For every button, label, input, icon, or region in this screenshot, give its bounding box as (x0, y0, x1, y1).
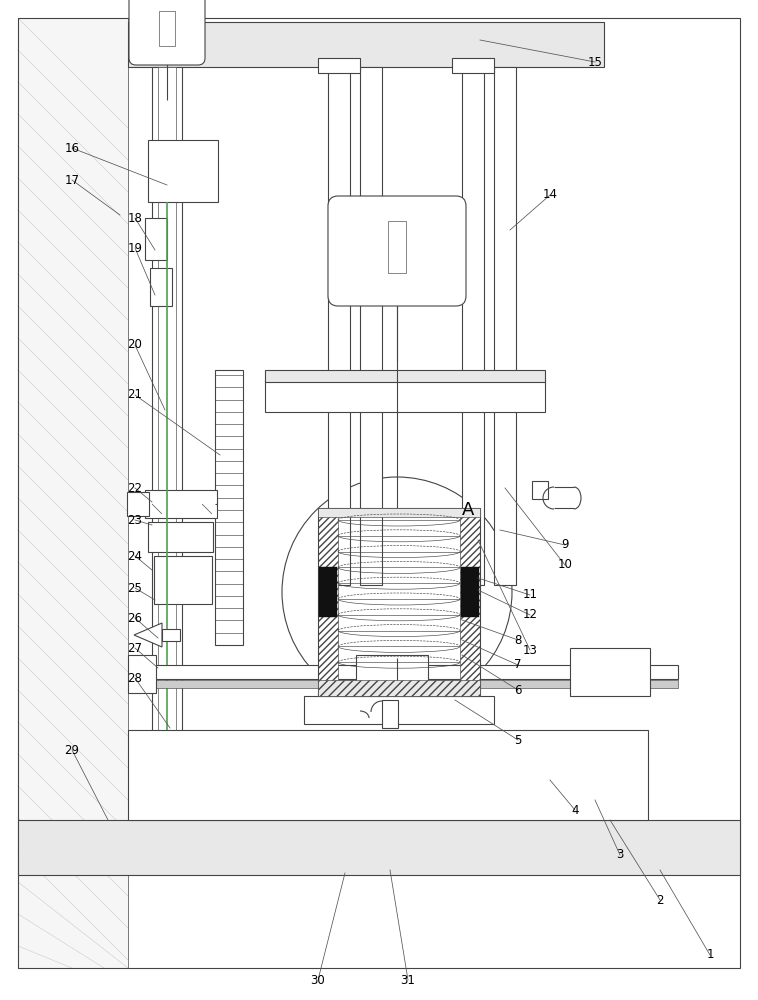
Bar (154, 556, 212, 604)
FancyBboxPatch shape (328, 196, 466, 306)
Bar (150, 268, 172, 306)
Text: 18: 18 (127, 212, 143, 225)
Text: 13: 13 (522, 644, 537, 656)
Bar (532, 481, 548, 499)
Circle shape (282, 477, 512, 707)
Bar (265, 380, 545, 412)
Bar (318, 508, 480, 517)
Bar (148, 140, 218, 202)
Bar (265, 370, 545, 382)
Text: 14: 14 (543, 188, 557, 202)
Text: 22: 22 (127, 482, 143, 494)
Bar (461, 567, 479, 617)
Bar (145, 218, 167, 260)
Bar (460, 508, 480, 696)
Text: 6: 6 (514, 684, 522, 696)
Text: 3: 3 (616, 848, 624, 861)
Text: 5: 5 (515, 734, 522, 746)
Bar (159, 11, 175, 46)
Text: 31: 31 (400, 974, 415, 986)
Bar (128, 22, 604, 67)
Bar (356, 655, 428, 693)
Text: 24: 24 (127, 550, 143, 562)
Polygon shape (134, 623, 162, 647)
Text: 26: 26 (127, 611, 143, 624)
Text: 1: 1 (706, 948, 714, 962)
Bar (18, 18, 128, 968)
Bar (494, 67, 516, 585)
Text: 27: 27 (127, 642, 143, 654)
Bar (360, 67, 382, 585)
Bar (318, 508, 338, 696)
Text: 8: 8 (515, 634, 522, 647)
Bar (158, 67, 176, 867)
Text: 10: 10 (558, 558, 572, 572)
Bar (128, 655, 156, 693)
Bar (148, 522, 213, 552)
Text: 15: 15 (587, 55, 603, 68)
Bar (318, 680, 480, 696)
Text: 11: 11 (522, 588, 537, 601)
Text: 17: 17 (64, 174, 80, 186)
Bar (382, 700, 398, 728)
Bar (328, 67, 350, 585)
Text: 29: 29 (64, 744, 80, 756)
Text: 19: 19 (127, 241, 143, 254)
Text: 20: 20 (127, 338, 143, 352)
FancyBboxPatch shape (129, 0, 205, 65)
Text: 2: 2 (656, 894, 664, 906)
Bar (128, 730, 648, 820)
Bar (570, 648, 650, 696)
Text: 12: 12 (522, 608, 537, 621)
Text: 23: 23 (127, 514, 143, 526)
Bar (388, 221, 406, 273)
Bar (318, 693, 478, 721)
Text: 28: 28 (127, 672, 143, 684)
Text: 4: 4 (572, 804, 579, 816)
Text: A: A (462, 501, 475, 519)
Text: 16: 16 (64, 141, 80, 154)
Bar (127, 492, 149, 516)
Text: 9: 9 (561, 538, 568, 552)
Bar (145, 490, 217, 518)
Bar (319, 567, 337, 617)
Text: 30: 30 (311, 974, 325, 986)
Text: 21: 21 (127, 388, 143, 401)
Bar (318, 508, 480, 696)
Bar (304, 696, 494, 724)
Text: 7: 7 (514, 658, 522, 672)
Bar (18, 820, 740, 875)
Bar (462, 67, 484, 585)
Bar (162, 629, 180, 641)
Bar (130, 680, 678, 688)
Bar (215, 370, 243, 645)
Bar (130, 665, 678, 679)
Bar (318, 58, 360, 73)
Text: 25: 25 (127, 582, 143, 594)
Bar (152, 67, 182, 867)
Bar (452, 58, 494, 73)
